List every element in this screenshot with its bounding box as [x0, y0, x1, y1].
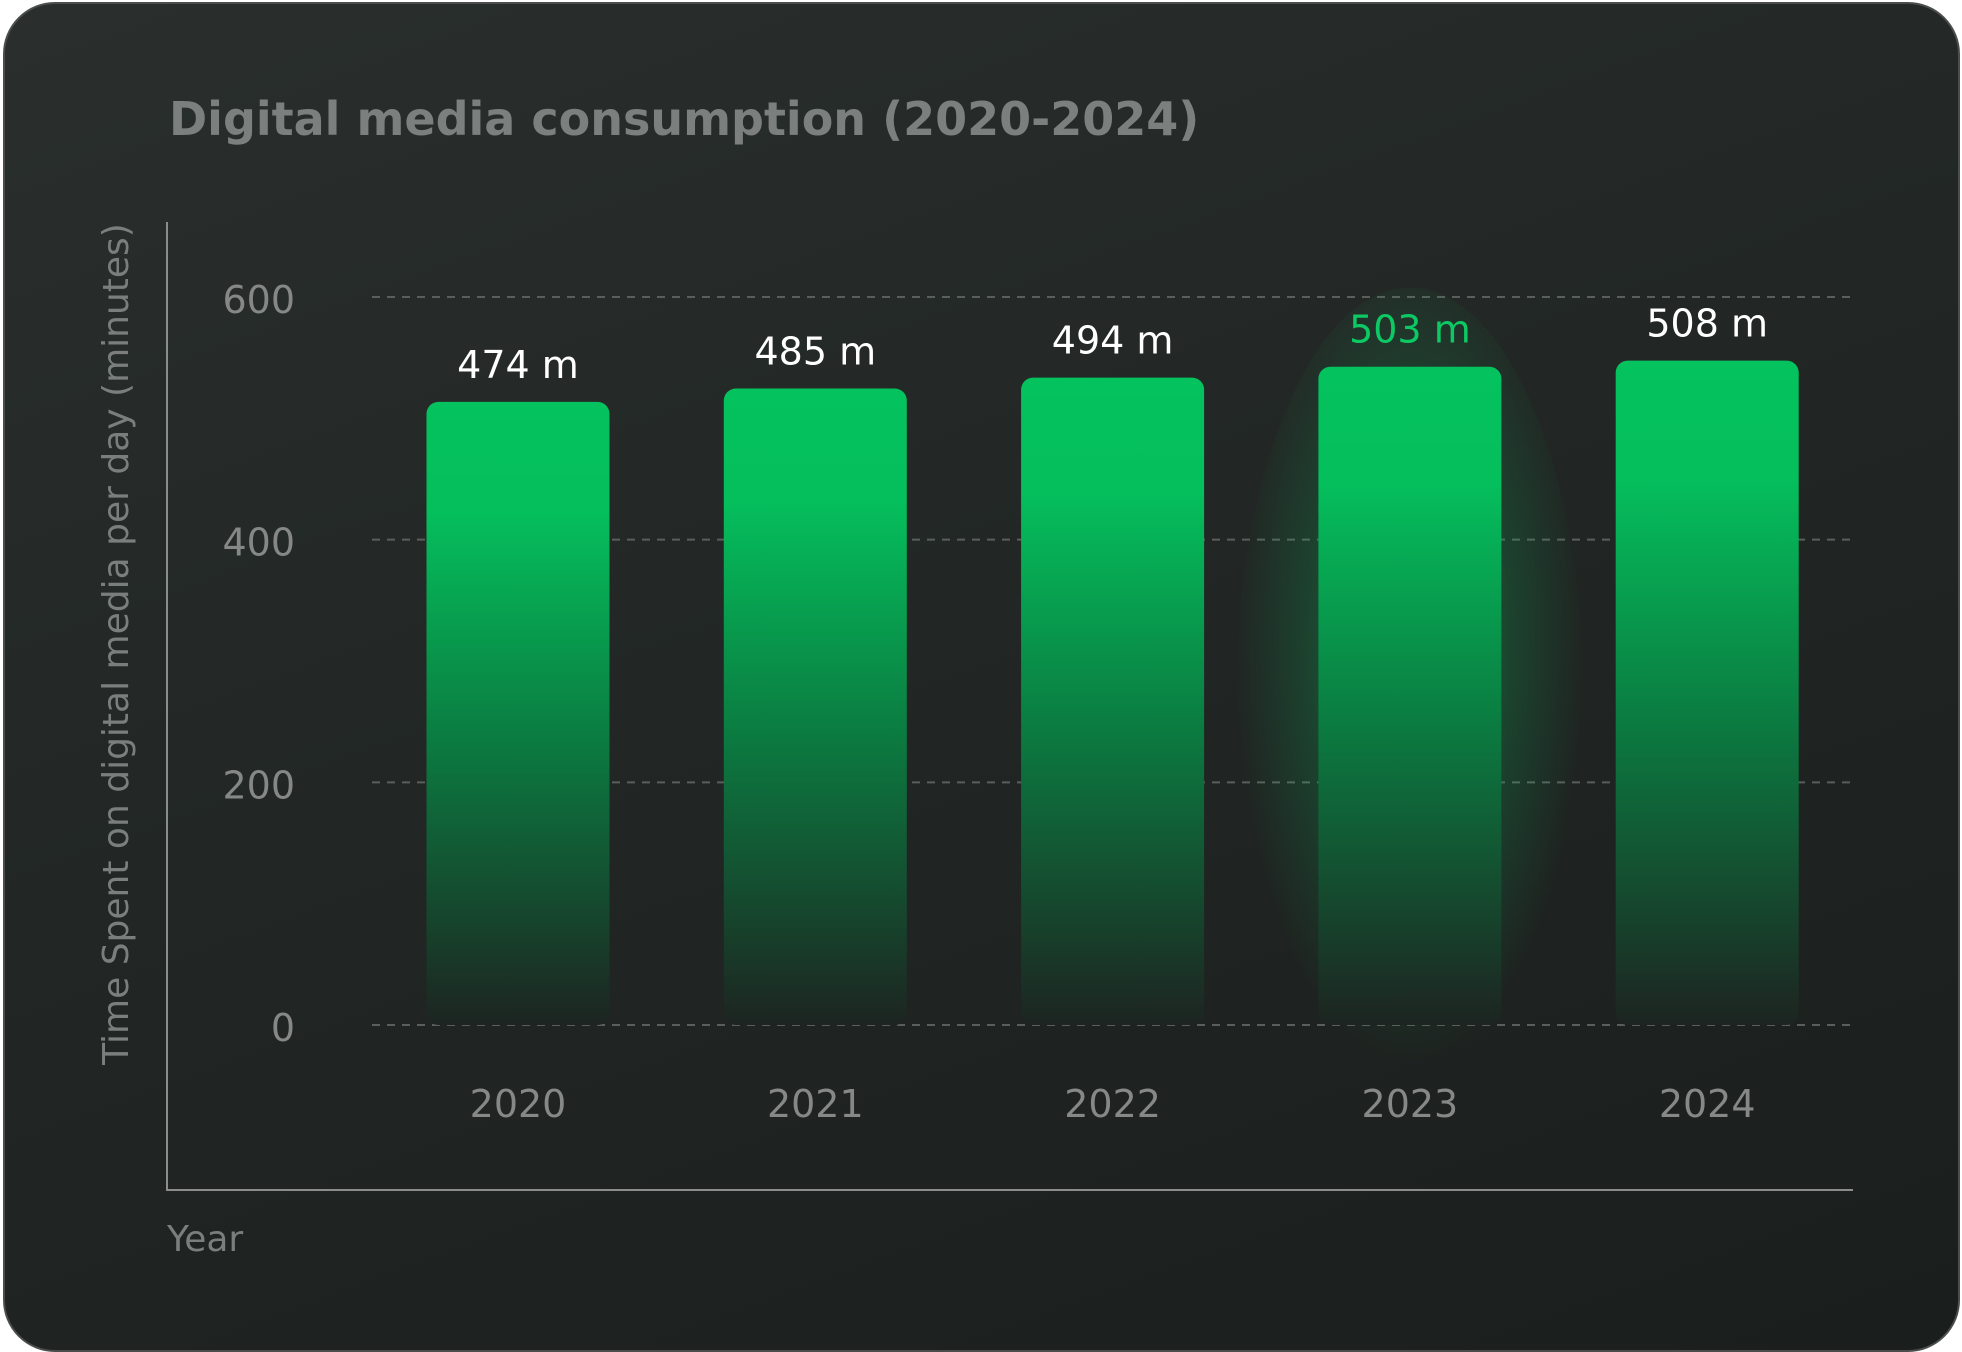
- y-tick-label: 600: [222, 278, 295, 322]
- x-tick-label: 2022: [1064, 1082, 1161, 1126]
- bar-value-label: 503 m: [1349, 308, 1471, 352]
- x-axis-title: Year: [166, 1219, 243, 1260]
- bar: [1615, 360, 1799, 1025]
- bar: [426, 401, 610, 1025]
- bar: [1021, 377, 1205, 1025]
- bar: [1318, 366, 1502, 1025]
- y-axis-title: Time Spent on digital media per day (min…: [96, 223, 137, 1066]
- bar-value-label: 494 m: [1052, 319, 1174, 363]
- chart-title: Digital media consumption (2020-2024): [169, 92, 1200, 146]
- x-tick-label: 2020: [470, 1082, 567, 1126]
- bar-value-label: 474 m: [457, 343, 579, 387]
- bars: [426, 287, 1799, 1104]
- x-tick-label: 2021: [767, 1082, 864, 1126]
- x-tick-label: 2024: [1659, 1082, 1756, 1126]
- labels: 0 200 400 600 Time Spent on digital media pe…: [96, 223, 1768, 1260]
- y-tick-label: 400: [222, 521, 295, 565]
- bar-value-label: 485 m: [754, 330, 876, 374]
- bar: [723, 388, 907, 1025]
- x-tick-label: 2023: [1362, 1082, 1459, 1126]
- y-tick-label: 200: [222, 763, 295, 807]
- axes: [166, 222, 1853, 1191]
- y-tick-label: 0: [271, 1006, 295, 1050]
- bar-value-label: 508 m: [1646, 302, 1768, 346]
